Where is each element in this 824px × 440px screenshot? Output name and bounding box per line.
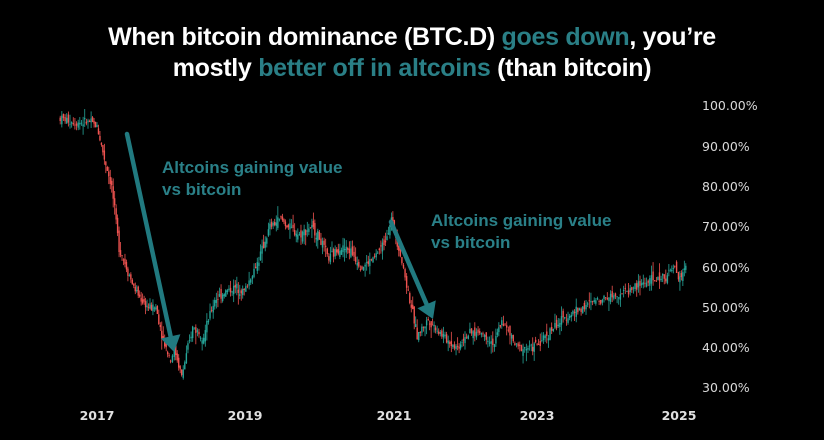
y-tick-label: 100.00%: [702, 98, 758, 113]
title-highlight-goes-down: goes down: [501, 23, 630, 51]
price-candles: [59, 109, 687, 380]
chart-title: When bitcoin dominance (BTC.D) goes down…: [0, 22, 824, 84]
annotation-1-line2: vs bitcoin: [162, 180, 242, 199]
annotation-arrow: [124, 131, 173, 339]
y-tick-label: 80.00%: [702, 179, 750, 194]
annotation-2-line1: Altcoins gaining value: [431, 211, 612, 230]
y-tick-label: 50.00%: [702, 300, 750, 315]
y-tick-label: 60.00%: [702, 260, 750, 275]
annotation-1: Altcoins gaining value vs bitcoin: [162, 157, 342, 201]
title-line1-pre: When bitcoin dominance (BTC.D): [108, 23, 502, 51]
y-tick-label: 70.00%: [702, 219, 750, 234]
x-tick-label: 2019: [227, 408, 263, 423]
annotation-arrows: [124, 131, 436, 352]
annotation-2: Altcoins gaining value vs bitcoin: [431, 210, 611, 254]
y-tick-label: 40.00%: [702, 340, 750, 355]
x-tick-label: 2017: [79, 408, 115, 423]
x-tick-label: 2021: [376, 408, 412, 423]
title-line2-pre: mostly: [172, 54, 259, 82]
annotation-arrow: [388, 219, 429, 307]
title-line2-post: (than bitcoin): [490, 54, 652, 82]
title-highlight-altcoins: better off in altcoins: [258, 54, 491, 82]
annotation-2-line2: vs bitcoin: [431, 233, 511, 252]
annotation-1-line1: Altcoins gaining value: [162, 158, 343, 177]
y-tick-label: 90.00%: [702, 139, 750, 154]
y-tick-label: 30.00%: [702, 380, 750, 395]
x-tick-label: 2023: [519, 408, 555, 423]
title-line1-post: , you’re: [629, 23, 716, 51]
x-tick-label: 2025: [661, 408, 697, 423]
arrow-head-icon: [417, 300, 436, 319]
arrow-head-icon: [160, 334, 181, 352]
